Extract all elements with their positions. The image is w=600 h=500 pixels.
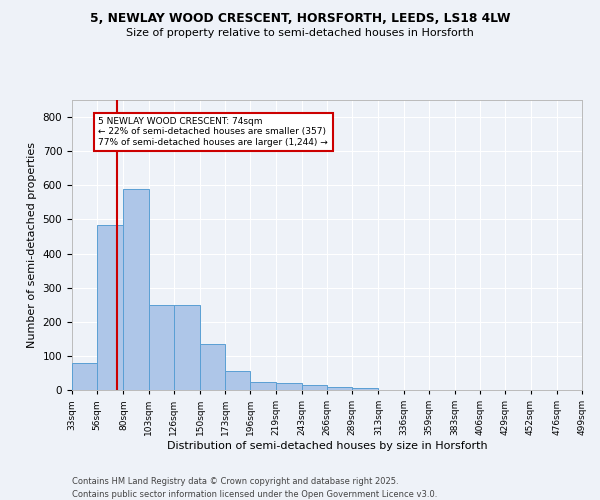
Bar [200,344,225,390]
Text: Contains public sector information licensed under the Open Government Licence v3: Contains public sector information licen… [72,490,437,499]
Bar [352,388,379,390]
Bar [174,305,200,390]
Bar [225,371,250,390]
Text: Contains HM Land Registry data © Crown copyright and database right 2025.: Contains HM Land Registry data © Crown c… [72,478,398,486]
Bar [275,383,302,390]
Text: 5, NEWLAY WOOD CRESCENT, HORSFORTH, LEEDS, LS18 4LW: 5, NEWLAY WOOD CRESCENT, HORSFORTH, LEED… [90,12,510,26]
Bar [97,225,124,390]
Text: Size of property relative to semi-detached houses in Horsforth: Size of property relative to semi-detach… [126,28,474,38]
Bar [327,388,352,390]
Bar [302,385,327,390]
Text: 5 NEWLAY WOOD CRESCENT: 74sqm
← 22% of semi-detached houses are smaller (357)
77: 5 NEWLAY WOOD CRESCENT: 74sqm ← 22% of s… [98,117,328,147]
Bar [124,188,149,390]
X-axis label: Distribution of semi-detached houses by size in Horsforth: Distribution of semi-detached houses by … [167,441,487,451]
Bar [149,306,174,390]
Bar [72,362,97,390]
Y-axis label: Number of semi-detached properties: Number of semi-detached properties [27,142,37,348]
Bar [250,382,275,390]
